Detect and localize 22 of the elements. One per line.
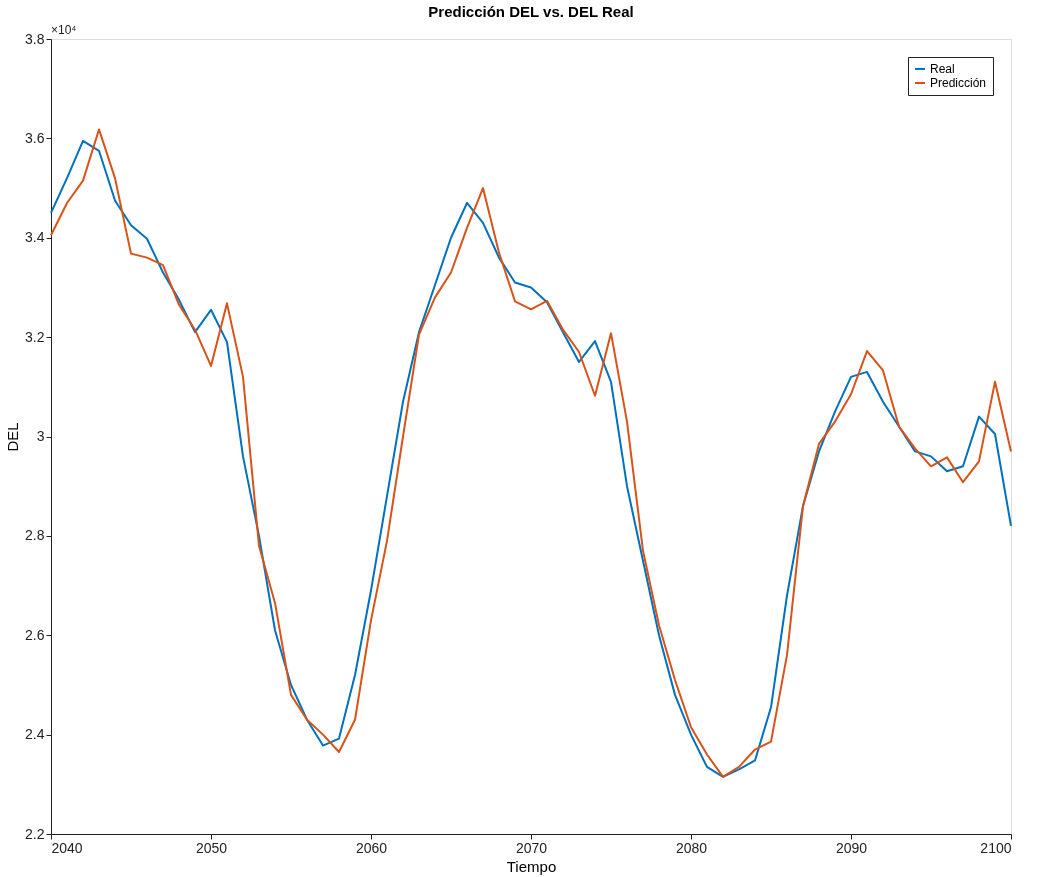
x-tick-label: 2090 xyxy=(835,839,868,856)
legend-label: Real xyxy=(930,62,955,76)
x-axis-title: Tiempo xyxy=(506,857,557,875)
x-tick-label: 2040 xyxy=(51,839,83,856)
x-tick-label: 2060 xyxy=(355,839,388,856)
text: ×10⁴ xyxy=(51,23,77,37)
x-tick-label: 2080 xyxy=(675,839,708,856)
y-tick-label: 3.4 xyxy=(25,229,45,246)
y-tick-label: 3.2 xyxy=(25,328,45,345)
y-axis-title: DEL xyxy=(4,422,22,452)
x-tick-label: 2070 xyxy=(515,839,548,856)
x-tick-label: 2050 xyxy=(195,839,228,856)
y-tick-label: 2.8 xyxy=(25,527,45,544)
y-tick-label: 2.2 xyxy=(25,825,45,842)
y-tick-label: 3.6 xyxy=(25,129,45,146)
y-tick-label: 2.4 xyxy=(25,726,45,743)
chart-title: Predicción DEL vs. DEL Real xyxy=(428,3,634,20)
legend-label: Predicción xyxy=(930,76,987,90)
y-tick-label: 3.8 xyxy=(25,30,45,47)
y-tick-label: 2.6 xyxy=(25,626,45,643)
y-tick-label: 3 xyxy=(36,428,45,444)
x-tick-label: 2100 xyxy=(980,839,1012,856)
